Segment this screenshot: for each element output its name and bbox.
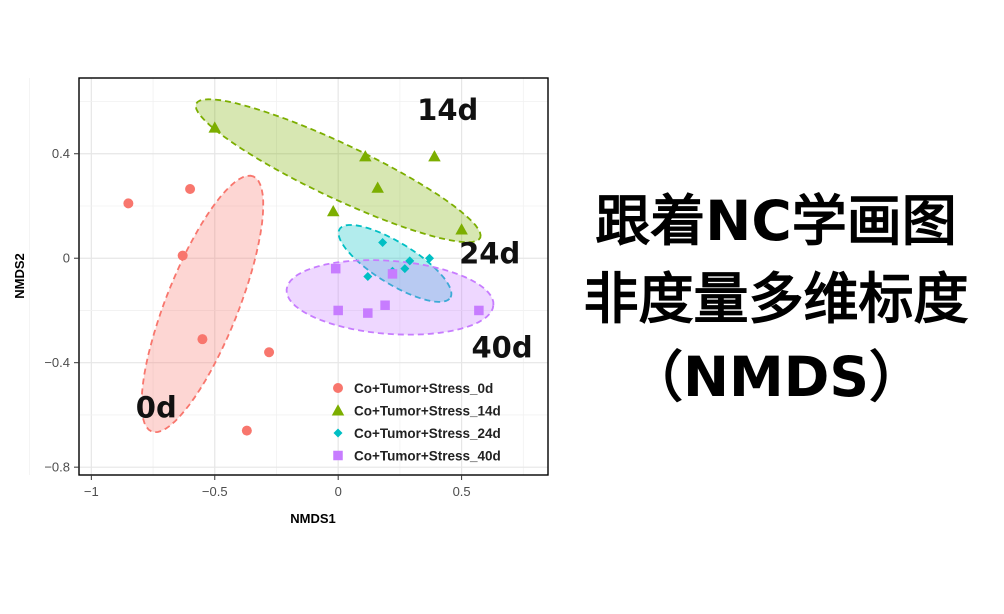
legend-key-Co+Tumor+Stress_40d bbox=[333, 450, 343, 461]
point-Co+Tumor+Stress_24d bbox=[363, 272, 373, 281]
point-Co+Tumor+Stress_0d bbox=[185, 184, 196, 195]
point-Co+Tumor+Stress_40d bbox=[330, 263, 341, 274]
x-tick-label: −0.5 bbox=[202, 484, 228, 499]
plot-panel bbox=[79, 78, 548, 475]
grid-lines bbox=[29, 78, 548, 475]
legend: Co+Tumor+Stress_0d Co+Tumor+Stress_14d Co+… bbox=[331, 381, 501, 464]
x-tick-label: 0 bbox=[335, 484, 342, 499]
legend-key-Co+Tumor+Stress_0d bbox=[333, 383, 343, 393]
point-Co+Tumor+Stress_0d bbox=[241, 425, 252, 436]
point-Co+Tumor+Stress_14d bbox=[326, 204, 340, 217]
x-axis-label: NMDS1 bbox=[290, 511, 336, 526]
x-tick-label: −1 bbox=[84, 484, 99, 499]
page-heading: 跟着NC学画图 非度量多维标度 （NMDS） bbox=[548, 182, 1004, 416]
annotation-label: 0d bbox=[136, 391, 177, 425]
heading-line-2: 非度量多维标度 bbox=[583, 267, 969, 331]
heading-line-3: （NMDS） bbox=[627, 345, 925, 409]
y-tick-label: −0.8 bbox=[44, 460, 70, 475]
y-axis: −0.8 −0.4 0 0.4 bbox=[44, 146, 79, 475]
point-Co+Tumor+Stress_14d bbox=[428, 150, 441, 162]
legend-label: Co+Tumor+Stress_24d bbox=[354, 426, 501, 441]
point-Co+Tumor+Stress_40d bbox=[333, 305, 343, 316]
ellipse-Co+Tumor+Stress_24d bbox=[337, 224, 453, 303]
y-tick-label: −0.4 bbox=[44, 355, 70, 370]
group-annotations: 14d 24d 40d 0d bbox=[136, 93, 533, 425]
point-Co+Tumor+Stress_0d bbox=[197, 334, 208, 345]
y-tick-label: 0.4 bbox=[52, 146, 70, 161]
y-axis-label: NMDS2 bbox=[12, 253, 27, 299]
annotation-label: 14d bbox=[417, 93, 478, 127]
point-Co+Tumor+Stress_40d bbox=[380, 300, 390, 310]
ellipse-Co+Tumor+Stress_0d bbox=[140, 174, 265, 434]
legend-label: Co+Tumor+Stress_40d bbox=[354, 449, 501, 464]
point-Co+Tumor+Stress_24d bbox=[405, 256, 415, 266]
x-tick-label: 0.5 bbox=[453, 484, 471, 499]
ellipse-Co+Tumor+Stress_40d bbox=[285, 259, 495, 336]
point-Co+Tumor+Stress_0d bbox=[177, 250, 188, 261]
point-Co+Tumor+Stress_40d bbox=[387, 269, 398, 279]
confidence-ellipses bbox=[140, 98, 495, 434]
y-tick-label: 0 bbox=[63, 251, 70, 266]
legend-key-Co+Tumor+Stress_14d bbox=[331, 404, 345, 416]
point-Co+Tumor+Stress_14d bbox=[359, 150, 372, 162]
point-Co+Tumor+Stress_24d bbox=[425, 253, 435, 263]
x-axis: −1 −0.5 0 0.5 bbox=[84, 475, 471, 499]
legend-label: Co+Tumor+Stress_0d bbox=[354, 381, 493, 396]
annotation-label: 24d bbox=[459, 236, 520, 270]
ellipse-Co+Tumor+Stress_14d bbox=[194, 98, 482, 244]
point-Co+Tumor+Stress_14d bbox=[208, 121, 222, 133]
legend-key-Co+Tumor+Stress_24d bbox=[333, 428, 343, 438]
point-Co+Tumor+Stress_24d bbox=[378, 238, 388, 248]
plot-border bbox=[78, 77, 549, 476]
annotation-label: 40d bbox=[471, 330, 532, 364]
point-Co+Tumor+Stress_0d bbox=[264, 347, 275, 358]
heading-line-1: 跟着NC学画图 bbox=[595, 189, 957, 253]
point-Co+Tumor+Stress_14d bbox=[371, 181, 384, 193]
point-Co+Tumor+Stress_14d bbox=[455, 223, 468, 235]
point-Co+Tumor+Stress_0d bbox=[123, 198, 134, 209]
point-Co+Tumor+Stress_40d bbox=[474, 305, 484, 316]
data-points bbox=[123, 121, 484, 436]
point-Co+Tumor+Stress_40d bbox=[363, 308, 373, 318]
legend-label: Co+Tumor+Stress_14d bbox=[354, 404, 501, 419]
point-Co+Tumor+Stress_24d bbox=[400, 264, 410, 274]
